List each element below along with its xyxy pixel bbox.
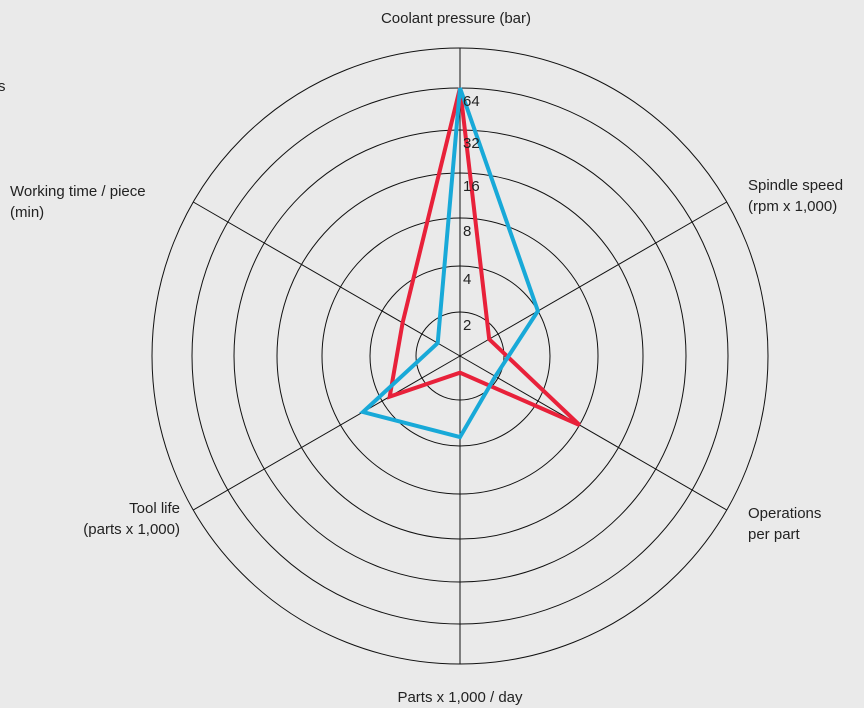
tick-label-16: 16 [463, 178, 480, 195]
radar-axis-labels: Coolant pressure (bar) Spindle speed (rpm … [10, 10, 843, 706]
axis-label-toollife: Tool life (parts x 1,000) [83, 500, 180, 538]
radar-series [358, 87, 581, 440]
tick-label-32: 32 [463, 135, 480, 152]
radar-tick-labels: 2 4 8 16 32 64 [463, 93, 480, 334]
axis-label-spindle: Spindle speed (rpm x 1,000) [748, 177, 843, 215]
axis-label-parts: Parts x 1,000 / day [397, 689, 523, 706]
series-line-1 [387, 87, 581, 427]
tick-label-2: 2 [463, 317, 471, 334]
axis-label-operations: Operations per part [748, 505, 821, 543]
spoke-worktime [193, 201, 461, 357]
spoke-toollife [193, 355, 461, 511]
radar-spokes [193, 48, 727, 664]
tick-label-64: 64 [463, 93, 480, 110]
axis-label-coolant: Coolant pressure (bar) [381, 10, 531, 27]
axis-label-worktime: Working time / piece (min) [10, 183, 146, 221]
tick-label-8: 8 [463, 223, 471, 240]
spoke-operations [459, 355, 727, 511]
tick-label-4: 4 [463, 271, 471, 288]
cropped-legend-text: s [0, 78, 6, 95]
spoke-spindle [459, 201, 727, 357]
series-line-2 [358, 87, 541, 440]
